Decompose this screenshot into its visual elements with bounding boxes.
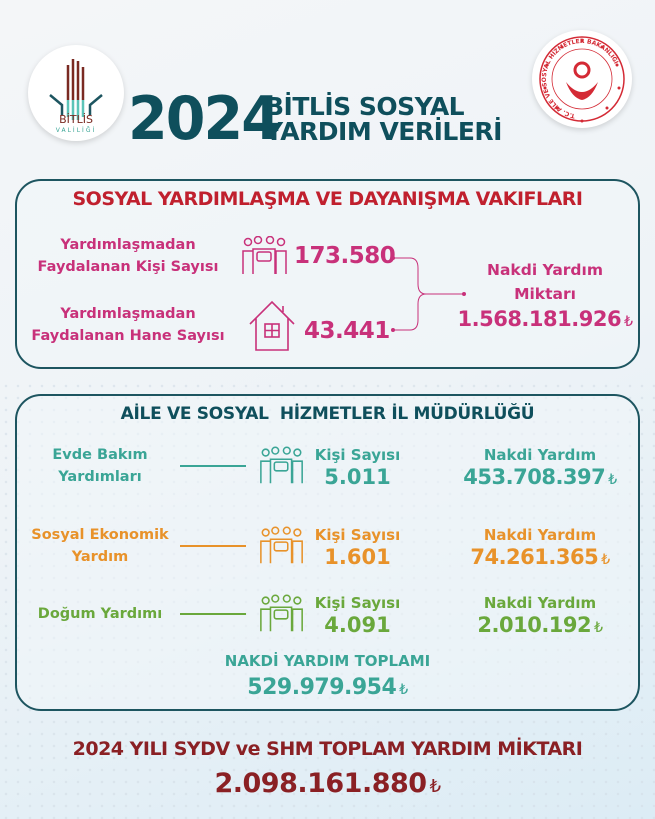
- bitlis-valiligi-logo: BİTLİS VALİLİĞİ: [28, 45, 124, 141]
- people-group-icon: [260, 446, 303, 484]
- households-label: Yardımlaşmadan Faydalanan Hane Sayısı: [28, 303, 228, 347]
- row-cash-value: 74.261.365: [470, 545, 599, 569]
- households-label-line1: Yardımlaşmadan: [60, 306, 196, 322]
- logo-text: BİTLİS: [59, 113, 93, 126]
- row-count: 4.091: [324, 613, 391, 637]
- title-year: 2024: [128, 84, 281, 154]
- sydv-title: SOSYAL YARDIMLAŞMA VE DAYANIŞMA VAKIFLAR…: [72, 188, 583, 210]
- ashm-total-value: 529.979.954: [247, 675, 397, 700]
- sydv-cash: Nakdi Yardım Miktarı 1.568.181.926 ₺: [450, 258, 640, 334]
- row-cash-label: Nakdi Yardım: [483, 446, 597, 464]
- row-count-label: Kişi Sayısı: [314, 594, 401, 612]
- house-icon: [249, 300, 295, 351]
- logo-subtext: VALİLİĞİ: [55, 127, 97, 134]
- row-cash-label: Nakdi Yardım: [483, 594, 597, 612]
- connector-bracket: [391, 256, 466, 332]
- lira-icon: ₺: [624, 314, 633, 330]
- row-connector-line: [180, 613, 246, 615]
- sydv-cash-value: 1.568.181.926: [457, 307, 622, 331]
- households-value: 43.441: [304, 318, 390, 344]
- households-label-line2: Faydalanan Hane Sayısı: [31, 328, 225, 344]
- row-cash: 74.261.365 ₺: [440, 545, 640, 569]
- row-cash-value: 2.010.192: [477, 613, 592, 637]
- row-connector-line: [180, 465, 246, 467]
- row-cash-value: 453.708.397: [463, 465, 606, 489]
- row-name: Evde Bakım Yardımları: [20, 444, 180, 488]
- ashm-panel: [15, 394, 640, 711]
- lira-icon: ₺: [594, 620, 603, 636]
- title-line-2: YARDIM VERİLERİ: [265, 117, 502, 146]
- grand-total-value: 2.098.161.880: [214, 768, 427, 799]
- row-name: Doğum Yardımı: [20, 603, 180, 625]
- persons-label-line2: Faydalanan Kişi Sayısı: [37, 259, 219, 275]
- sydv-cash-label-line1: Nakdi Yardım: [486, 261, 603, 279]
- lira-icon: ₺: [429, 776, 441, 797]
- sydv-panel: [15, 179, 640, 369]
- row-name: Sosyal Ekonomik Yardım: [20, 524, 180, 568]
- row-name-line2: Yardımları: [58, 469, 142, 485]
- ashm-title: AİLE VE SOSYAL HİZMETLER İL MÜDÜRLÜĞÜ: [120, 404, 535, 424]
- persons-label: Yardımlaşmadan Faydalanan Kişi Sayısı: [28, 234, 228, 278]
- row-count: 1.601: [324, 545, 391, 569]
- row-cash: 453.708.397 ₺: [440, 465, 640, 489]
- people-group-icon: [260, 594, 303, 632]
- row-name-line1: Doğum Yardımı: [37, 606, 163, 622]
- persons-value: 173.580: [294, 243, 396, 269]
- row-name-line1: Sosyal Ekonomik: [31, 527, 169, 543]
- ashm-total-label: NAKDİ YARDIM TOPLAMI: [224, 652, 431, 670]
- lira-icon: ₺: [601, 552, 610, 568]
- row-cash: 2.010.192 ₺: [440, 613, 640, 637]
- row-count: 5.011: [324, 465, 391, 489]
- lira-icon: ₺: [608, 472, 617, 488]
- ashm-total: 529.979.954 ₺: [15, 675, 640, 700]
- row-name-line2: Yardım: [71, 549, 129, 565]
- row-connector-line: [180, 545, 246, 547]
- persons-label-line1: Yardımlaşmadan: [60, 237, 196, 253]
- sydv-cash-label-line2: Miktarı: [514, 285, 576, 303]
- row-cash-label: Nakdi Yardım: [483, 526, 597, 544]
- people-group-icon: [242, 236, 287, 274]
- title-line-1: BİTLİS SOSYAL: [265, 92, 465, 121]
- people-group-icon: [260, 526, 303, 564]
- ministry-seal-icon: T.C. AİLE VE SOSYAL HİZMETLER BAKANLIĞI: [539, 36, 625, 123]
- lira-icon: ₺: [399, 682, 408, 698]
- grand-total-label: 2024 YILI SYDV ve SHM TOPLAM YARDIM MİKT…: [72, 738, 583, 760]
- row-count-label: Kişi Sayısı: [314, 526, 401, 544]
- grand-total: 2.098.161.880 ₺: [0, 768, 655, 799]
- row-count-label: Kişi Sayısı: [314, 446, 401, 464]
- row-name-line1: Evde Bakım: [52, 447, 148, 463]
- bitlis-emblem-icon: [49, 59, 103, 120]
- ministry-seal-logo: T.C. AİLE VE SOSYAL HİZMETLER BAKANLIĞI: [532, 30, 632, 128]
